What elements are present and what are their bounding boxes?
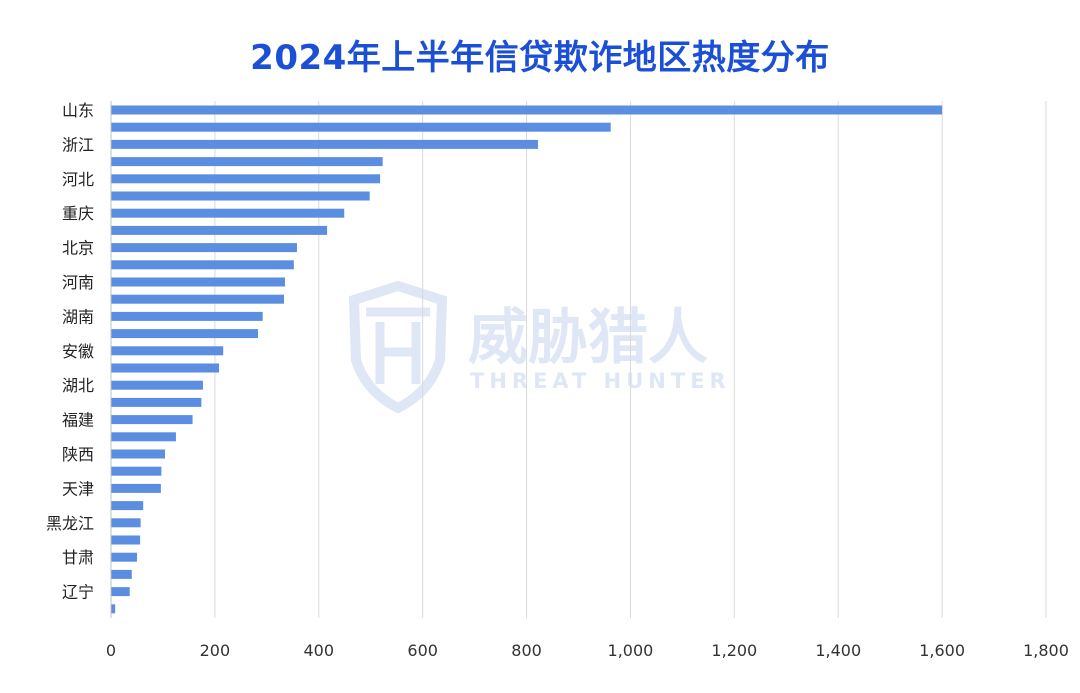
bar <box>111 483 161 493</box>
bar <box>111 466 162 476</box>
bar <box>111 277 286 287</box>
category-label: 浙江 <box>62 135 94 154</box>
category-label: 黑龙江 <box>46 514 94 533</box>
bar <box>111 139 538 149</box>
bar <box>111 225 328 235</box>
x-tick-label: 200 <box>200 641 231 660</box>
bar <box>111 329 259 339</box>
bar <box>111 346 224 356</box>
category-label: 重庆 <box>62 204 94 223</box>
bar <box>111 174 381 184</box>
watermark-name: 威胁猎人 <box>468 303 708 373</box>
bar <box>111 432 176 442</box>
x-axis-labels: 0 200 400 600 800 1,000 1,200 1,400 1,600 1,800 <box>106 641 1069 660</box>
bar <box>111 604 116 614</box>
bar <box>111 518 141 528</box>
category-label: 湖北 <box>62 376 94 395</box>
bar <box>111 157 383 167</box>
x-tick-label: 600 <box>407 641 438 660</box>
category-label: 福建 <box>62 411 94 430</box>
bar <box>111 260 294 270</box>
category-label: 安徽 <box>62 342 94 361</box>
category-label: 甘肃 <box>62 548 94 567</box>
bar <box>111 552 137 562</box>
bar <box>111 397 202 407</box>
category-label: 山东 <box>62 101 94 120</box>
bars <box>111 105 943 614</box>
x-tick-label: 1,400 <box>815 641 861 660</box>
bar <box>111 587 130 597</box>
category-label: 河北 <box>62 170 94 189</box>
x-tick-label: 800 <box>511 641 542 660</box>
x-tick-label: 400 <box>304 641 335 660</box>
bar <box>111 122 611 132</box>
x-tick-label: 1,000 <box>608 641 654 660</box>
bar <box>111 208 345 218</box>
x-tick-label: 0 <box>106 641 116 660</box>
bar <box>111 191 370 201</box>
bar <box>111 105 943 115</box>
x-tick-label: 1,200 <box>711 641 757 660</box>
bar <box>111 415 193 425</box>
category-label: 辽宁 <box>62 583 94 602</box>
bar <box>111 294 284 304</box>
bar <box>111 380 203 390</box>
bar <box>111 449 166 459</box>
shield-icon <box>348 280 448 414</box>
bar <box>111 243 297 253</box>
category-label: 北京 <box>62 239 94 258</box>
bar <box>111 569 132 579</box>
category-label: 天津 <box>62 479 94 498</box>
category-label: 陕西 <box>62 445 94 464</box>
x-tick-label: 1,600 <box>919 641 965 660</box>
watermark-subtitle: THREAT HUNTER <box>470 369 731 393</box>
grid-lines <box>214 101 1047 618</box>
bar <box>111 501 144 511</box>
bar <box>111 311 263 321</box>
x-tick-label: 1,800 <box>1023 641 1069 660</box>
bar <box>111 535 141 545</box>
bar <box>111 363 220 373</box>
watermark-logo: 威胁猎人 THREAT HUNTER <box>348 280 731 414</box>
chart-title: 2024年上半年信贷欺诈地区热度分布 <box>250 38 830 78</box>
category-label: 河南 <box>62 273 94 292</box>
category-label: 湖南 <box>62 307 94 326</box>
